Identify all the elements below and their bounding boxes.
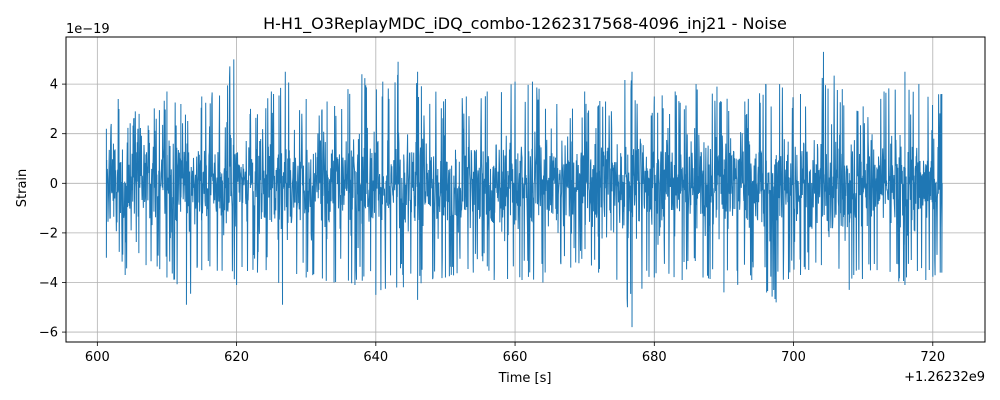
y-tick-label: −4 (39, 276, 58, 291)
y-tick-label: 0 (50, 177, 58, 192)
strain-series-line (105, 51, 943, 328)
x-axis-label: Time [s] (498, 371, 552, 386)
x-tick-label: 620 (224, 350, 249, 365)
x-tick-label: 600 (85, 350, 110, 365)
x-tick-label: 660 (503, 350, 528, 365)
plot-area-frame (65, 36, 986, 343)
x-tick-label: 680 (642, 350, 667, 365)
x-tick-label: 720 (920, 350, 945, 365)
x-tick-label: 700 (781, 350, 806, 365)
x-offset-label: +1.26232e9 (904, 370, 985, 385)
x-axis: 600 620 640 660 680 700 720 (85, 342, 945, 365)
y-tick-label: 4 (50, 78, 58, 93)
y-axis-label: Strain (15, 169, 30, 208)
y-scale-offset-label: 1e−19 (66, 22, 110, 37)
x-tick-label: 640 (363, 350, 388, 365)
y-tick-label: −6 (39, 326, 58, 341)
y-tick-label: 2 (50, 127, 58, 142)
y-axis: −6 −4 −2 0 2 4 (39, 78, 66, 341)
chart-title: H-H1_O3ReplayMDC_iDQ_combo-1262317568-40… (263, 14, 787, 34)
y-tick-label: −2 (39, 226, 58, 241)
series-layer (105, 51, 943, 328)
